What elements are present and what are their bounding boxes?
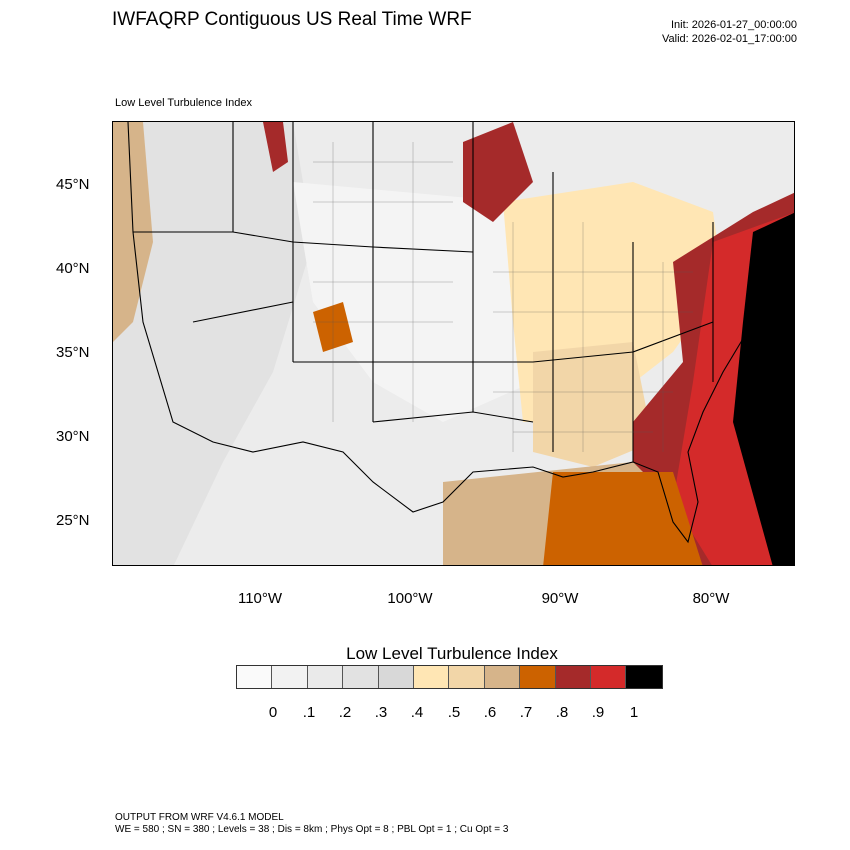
colorbar-label: .8 — [555, 704, 569, 721]
colorbar-label: 0 — [268, 704, 278, 721]
colorbar-swatch — [520, 666, 556, 688]
lon-label-110w: 110°W — [237, 590, 283, 607]
lon-label-80w: 80°W — [692, 590, 730, 607]
lat-label-40n: 40°N — [56, 260, 90, 277]
colorbar-label: .9 — [591, 704, 605, 721]
rockies-north-field — [263, 122, 288, 172]
southeast-field — [533, 342, 653, 467]
lon-label-100w: 100°W — [387, 590, 433, 607]
field-label: Low Level Turbulence Index — [115, 97, 252, 109]
colorbar-swatch — [272, 666, 308, 688]
colorbar-swatch — [413, 666, 450, 688]
valid-time: Valid: 2026-02-01_17:00:00 — [662, 33, 797, 45]
west-field — [113, 122, 313, 565]
colorbar-swatch — [343, 666, 379, 688]
colorbar-label: .3 — [374, 704, 388, 721]
upper-midwest-field — [463, 122, 533, 222]
colorbar-swatch — [555, 666, 591, 688]
colorbar-label: .2 — [338, 704, 352, 721]
colorbar-swatch — [307, 666, 344, 688]
model-footer: OUTPUT FROM WRF V4.6.1 MODEL — [115, 812, 284, 823]
colorbar-title: Low Level Turbulence Index — [346, 644, 558, 663]
lat-label-35n: 35°N — [56, 344, 90, 361]
colorbar-label: 1 — [629, 704, 639, 721]
atlantic-max-field — [733, 212, 794, 565]
turbulence-map — [113, 122, 794, 565]
model-config-footer: WE = 580 ; SN = 380 ; Levels = 38 ; Dis … — [115, 824, 509, 835]
colorbar-swatch — [484, 666, 521, 688]
colorbar-swatch — [590, 666, 627, 688]
colorbar-label: .1 — [302, 704, 316, 721]
colorbar-label: .7 — [519, 704, 533, 721]
lon-label-90w: 90°W — [541, 590, 579, 607]
colorbar-label: .4 — [410, 704, 424, 721]
lat-label-30n: 30°N — [56, 428, 90, 445]
init-time: Init: 2026-01-27_00:00:00 — [671, 19, 797, 31]
map-panel — [112, 121, 795, 566]
colorbar-swatch — [449, 666, 485, 688]
colorbar-swatch — [237, 666, 273, 688]
map-title: IWFAQRP Contiguous US Real Time WRF — [112, 9, 472, 30]
colorbar — [236, 665, 663, 689]
lat-label-25n: 25°N — [56, 512, 90, 529]
colorbar-label: .5 — [447, 704, 461, 721]
colorbar-swatch — [626, 666, 662, 688]
colorbar-label: .6 — [483, 704, 497, 721]
county-boundaries — [313, 142, 693, 452]
lat-label-45n: 45°N — [56, 176, 90, 193]
gulf-mid-field — [543, 472, 703, 565]
colorbar-swatch — [378, 666, 414, 688]
